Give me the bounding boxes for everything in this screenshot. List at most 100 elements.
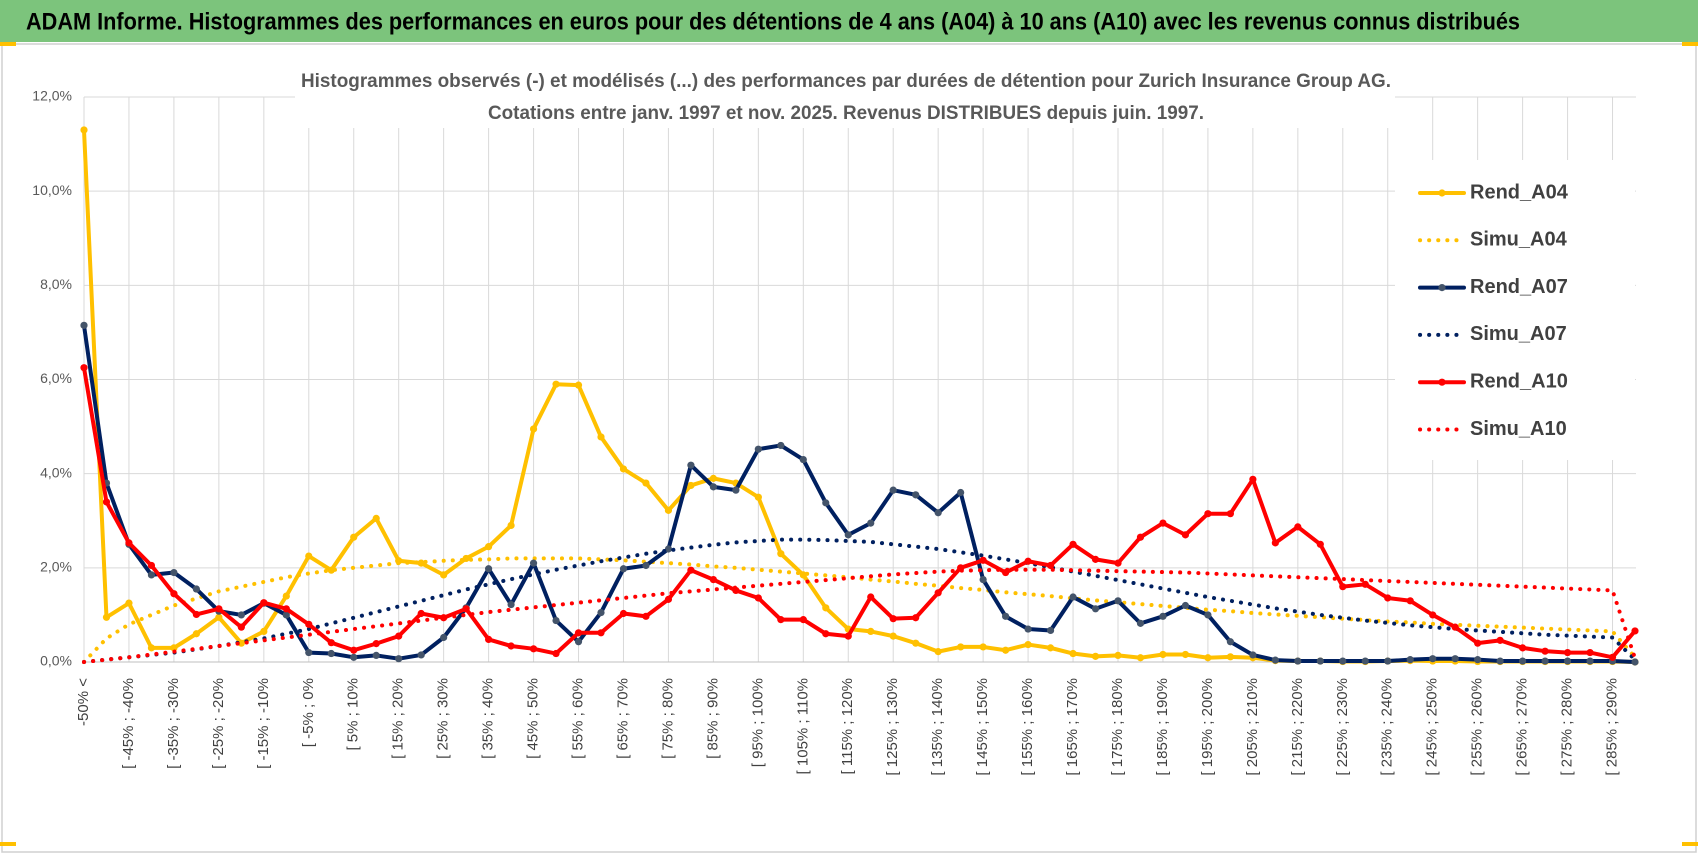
corner-mark — [1682, 42, 1698, 46]
series-marker — [125, 599, 133, 607]
series-marker — [147, 571, 156, 579]
y-tick-label: 0,0% — [40, 653, 72, 669]
series-marker — [485, 565, 493, 573]
x-tick-label: [ 265% ; 270% — [1514, 678, 1531, 776]
series-marker — [799, 616, 807, 624]
x-tick-label: [ -45% ; -40% — [120, 678, 137, 769]
series-marker — [844, 632, 852, 640]
series-marker — [1271, 539, 1279, 547]
series-marker — [709, 474, 717, 482]
series-marker — [1474, 656, 1482, 664]
series-marker — [305, 648, 313, 657]
series-marker — [1091, 605, 1100, 613]
series-marker — [732, 486, 740, 494]
x-tick-label: [ 255% ; 260% — [1469, 678, 1486, 776]
series-marker — [867, 627, 875, 635]
x-tick-label: [ 35% ; 40% — [480, 678, 497, 759]
x-tick-label: -50% < — [75, 678, 92, 726]
series-marker — [912, 639, 920, 647]
legend-label: Rend_A10 — [1470, 370, 1568, 392]
series-marker — [912, 614, 920, 622]
series-marker — [1406, 656, 1414, 664]
series-marker — [867, 519, 875, 527]
series-marker — [507, 642, 515, 650]
series-marker — [102, 613, 111, 621]
series-marker — [237, 611, 245, 619]
x-tick-label: [ 115% ; 120% — [839, 678, 856, 774]
series-marker — [619, 565, 628, 573]
x-tick-label: [ 95% ; 100% — [749, 678, 766, 767]
series-marker — [237, 639, 245, 647]
corner-mark — [0, 42, 16, 46]
series-marker — [1339, 583, 1347, 591]
series-marker — [215, 605, 223, 613]
series-marker — [350, 646, 358, 654]
series-marker — [529, 559, 538, 567]
x-tick-label: [ 105% ; 110% — [794, 678, 811, 774]
series-marker — [327, 649, 335, 658]
series-marker — [754, 445, 762, 453]
series-marker — [1249, 475, 1257, 483]
series-marker — [1563, 657, 1572, 665]
series-marker — [822, 604, 830, 612]
series-marker — [215, 613, 223, 621]
x-tick-label: [ 275% ; 280% — [1559, 678, 1576, 776]
y-tick-label: 2,0% — [40, 559, 72, 575]
series-marker — [552, 616, 560, 625]
x-tick-label: [ 235% ; 240% — [1379, 678, 1396, 776]
series-marker — [889, 615, 897, 623]
series-marker — [102, 498, 111, 506]
series-marker — [687, 566, 695, 574]
series-marker — [1294, 657, 1302, 665]
series-marker — [1451, 655, 1459, 663]
series-marker — [1046, 644, 1055, 652]
x-tick-label: [ 25% ; 30% — [435, 678, 452, 759]
series-marker — [1181, 601, 1190, 610]
series-marker — [912, 491, 920, 499]
series-marker — [80, 321, 88, 329]
series-marker — [395, 655, 403, 663]
series-marker — [440, 633, 448, 642]
series-marker — [192, 585, 200, 593]
series-marker — [889, 632, 897, 640]
series-marker — [1519, 657, 1527, 665]
x-tick-label: [ 185% ; 190% — [1154, 678, 1171, 776]
series-marker — [619, 465, 628, 473]
series-marker — [372, 651, 380, 660]
series-marker — [1384, 594, 1392, 602]
series-marker — [552, 380, 560, 388]
series-marker — [777, 616, 785, 624]
series-marker — [282, 592, 290, 600]
series-marker — [934, 648, 942, 656]
x-tick-label: [ 135% ; 140% — [929, 678, 946, 776]
series-marker — [462, 554, 470, 563]
series-marker — [1361, 657, 1369, 665]
series-marker — [1091, 652, 1100, 660]
chart-title: Histogrammes observés (-) et modélisés (… — [301, 71, 1391, 92]
x-tick-label: [ 195% ; 200% — [1199, 678, 1216, 776]
series-marker — [1519, 644, 1527, 652]
legend-marker — [1438, 189, 1446, 197]
series-marker — [597, 629, 605, 637]
series-marker — [147, 644, 156, 652]
x-tick-label: [ 145% ; 150% — [974, 678, 991, 776]
series-marker — [1181, 650, 1190, 659]
series-marker — [80, 364, 88, 372]
series-marker — [1316, 657, 1324, 665]
x-tick-label: [ 75% ; 80% — [659, 678, 676, 759]
legend-marker — [1438, 378, 1446, 386]
x-tick-label: [ 225% ; 230% — [1334, 678, 1351, 776]
legend-marker — [1438, 284, 1446, 292]
series-marker — [934, 589, 942, 597]
series-marker — [350, 653, 358, 661]
series-marker — [1406, 597, 1414, 605]
series-marker — [664, 595, 673, 603]
series-marker — [507, 521, 515, 530]
series-marker — [664, 506, 673, 514]
series-marker — [1159, 612, 1167, 620]
series-marker — [1159, 650, 1167, 659]
series-marker — [867, 593, 875, 601]
y-tick-label: 6,0% — [40, 370, 72, 386]
series-marker — [327, 566, 335, 574]
series-marker — [80, 126, 88, 134]
